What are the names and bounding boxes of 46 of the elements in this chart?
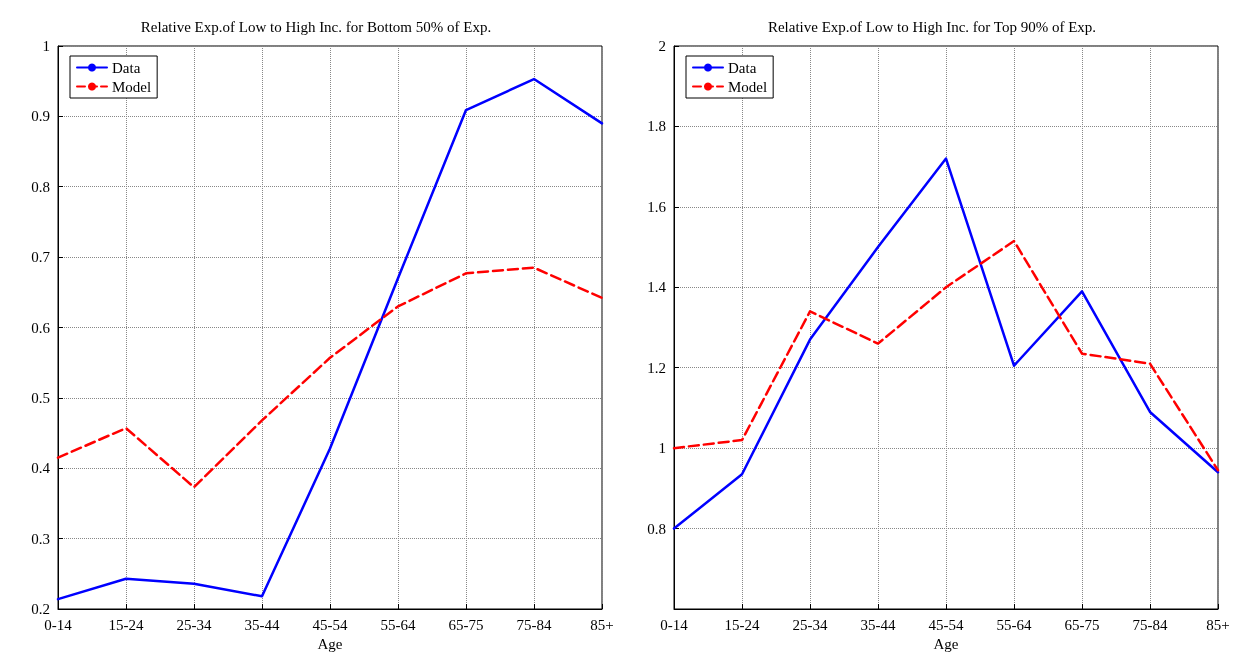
- chart-title: Relative Exp.of Low to High Inc. for Top 90% of Exp.: [767, 18, 1097, 35]
- x-tick-label: 65-75: [448, 616, 484, 633]
- x-tick-label: 25-34: [176, 616, 212, 633]
- y-tick-label: 0.9: [31, 108, 50, 125]
- line-series: [672, 239, 1220, 472]
- y-tick-label: 0.7: [31, 249, 51, 266]
- x-tick-label: 85+: [590, 616, 614, 633]
- x-tick-label: 75-84: [516, 616, 552, 633]
- x-tick-label: 35-44: [860, 616, 896, 633]
- y-tick-label: 0.4: [31, 460, 51, 477]
- y-tick-label: 0.6: [31, 319, 51, 336]
- line-series: [56, 266, 604, 489]
- legend-label: Model: [728, 78, 768, 95]
- y-tick-label: 0.3: [31, 530, 50, 547]
- y-tick-label: 0.8: [31, 178, 50, 195]
- x-tick-label: 45-54: [312, 616, 348, 633]
- y-tick-label: 0.2: [31, 601, 50, 617]
- x-tick-label: 55-64: [996, 616, 1032, 633]
- y-tick-label: 0.8: [647, 520, 666, 537]
- y-tick-label: 1.8: [647, 118, 666, 135]
- x-tick-label: 75-84: [1132, 616, 1168, 633]
- line-series: [56, 77, 604, 601]
- y-tick-label: 1: [658, 440, 666, 457]
- x-axis-title: Age: [933, 636, 959, 653]
- y-tick-label: 0.5: [31, 389, 50, 406]
- x-tick-label: 65-75: [1064, 616, 1100, 633]
- x-tick-label: 85+: [1206, 616, 1230, 633]
- y-tick-label: 1: [42, 38, 50, 54]
- chart-title: Relative Exp.of Low to High Inc. for Bottom 50% of Exp.: [140, 18, 492, 35]
- x-tick-label: 15-24: [108, 616, 144, 633]
- x-tick-label: 25-34: [792, 616, 828, 633]
- x-tick-label: 35-44: [244, 616, 280, 633]
- x-tick-label: 15-24: [724, 616, 760, 633]
- legend-label: Data: [112, 59, 141, 76]
- x-tick-label: 45-54: [928, 616, 964, 633]
- x-tick-label: 55-64: [380, 616, 416, 633]
- y-tick-label: 1.6: [647, 198, 667, 215]
- y-tick-label: 1.4: [647, 279, 667, 296]
- legend-label: Data: [728, 59, 757, 76]
- x-tick-label: 0-14: [44, 616, 73, 633]
- x-axis-title: Age: [317, 636, 343, 653]
- x-tick-label: 0-14: [660, 616, 689, 633]
- line-series: [672, 157, 1220, 530]
- legend-label: Model: [112, 78, 152, 95]
- y-tick-label: 1.2: [647, 359, 666, 376]
- y-tick-label: 2: [658, 38, 666, 54]
